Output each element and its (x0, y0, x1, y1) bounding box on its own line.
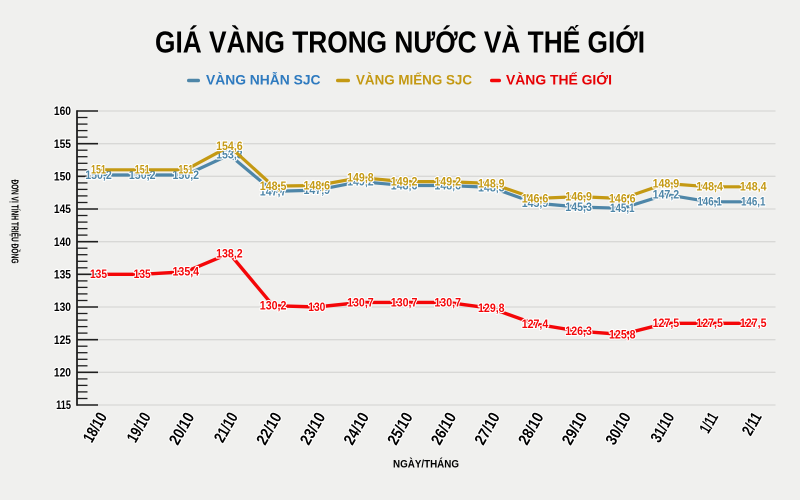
svg-text:160: 160 (54, 105, 71, 118)
svg-text:VÀNG THẾ GIỚI: VÀNG THẾ GIỚI (506, 71, 612, 88)
svg-text:135: 135 (134, 268, 152, 281)
svg-text:151: 151 (178, 164, 193, 177)
svg-text:145: 145 (54, 203, 72, 216)
svg-text:130: 130 (308, 301, 325, 314)
svg-text:NGÀY/THÁNG: NGÀY/THÁNG (393, 458, 459, 471)
svg-text:VÀNG MIẾNG SJC: VÀNG MIẾNG SJC (356, 72, 472, 88)
svg-text:130,7: 130,7 (391, 296, 418, 309)
svg-text:149,8: 149,8 (347, 172, 374, 185)
svg-text:135: 135 (90, 268, 108, 281)
svg-text:150: 150 (54, 171, 71, 184)
svg-text:130,7: 130,7 (434, 296, 461, 309)
svg-text:126,3: 126,3 (565, 325, 592, 338)
svg-text:151: 151 (91, 164, 106, 177)
svg-text:127,4: 127,4 (522, 318, 549, 331)
svg-text:129,8: 129,8 (478, 302, 505, 315)
svg-text:ĐƠN VỊ TÍNH TRIỆU ĐỒNG: ĐƠN VỊ TÍNH TRIỆU ĐỒNG (9, 180, 22, 264)
svg-text:127,5: 127,5 (696, 317, 723, 330)
svg-text:145,3: 145,3 (565, 201, 592, 214)
svg-text:GIÁ VÀNG TRONG NƯỚC VÀ THẾ GIỚ: GIÁ VÀNG TRONG NƯỚC VÀ THẾ GIỚI (155, 24, 645, 60)
svg-text:147,2: 147,2 (653, 189, 680, 202)
svg-text:148,6: 148,6 (304, 179, 331, 192)
svg-text:148,5: 148,5 (260, 180, 287, 193)
svg-text:130,2: 130,2 (260, 300, 287, 313)
svg-text:155: 155 (54, 138, 72, 151)
svg-text:146,1: 146,1 (697, 196, 722, 209)
svg-text:145,1: 145,1 (610, 202, 635, 215)
svg-text:115: 115 (56, 399, 71, 412)
svg-text:140: 140 (54, 236, 71, 249)
svg-text:147,7: 147,7 (260, 185, 287, 198)
svg-text:150,2: 150,2 (85, 169, 112, 182)
svg-text:130: 130 (54, 301, 71, 314)
svg-text:135: 135 (54, 269, 72, 282)
svg-text:135,4: 135,4 (173, 266, 200, 279)
svg-text:146,9: 146,9 (565, 191, 592, 204)
svg-text:148,9: 148,9 (653, 177, 680, 190)
svg-text:154,6: 154,6 (216, 140, 243, 153)
svg-text:149,2: 149,2 (434, 176, 461, 189)
svg-text:146,6: 146,6 (522, 192, 549, 205)
svg-text:147,9: 147,9 (304, 184, 331, 197)
svg-text:VÀNG NHẪN SJC: VÀNG NHẪN SJC (206, 72, 321, 88)
svg-text:145,9: 145,9 (522, 197, 549, 210)
svg-text:125: 125 (54, 334, 72, 347)
svg-text:138,2: 138,2 (216, 247, 243, 260)
svg-text:148,4: 148,4 (696, 181, 723, 194)
svg-text:120: 120 (54, 367, 71, 380)
svg-text:148,4: 148,4 (740, 181, 767, 194)
svg-text:150,2: 150,2 (129, 169, 156, 182)
svg-text:151: 151 (135, 164, 150, 177)
svg-text:146,6: 146,6 (609, 192, 636, 205)
svg-text:150,2: 150,2 (173, 169, 200, 182)
svg-text:149,2: 149,2 (391, 176, 418, 189)
svg-text:148,9: 148,9 (478, 177, 505, 190)
svg-text:146,1: 146,1 (741, 196, 766, 209)
svg-text:127,5: 127,5 (653, 317, 680, 330)
svg-text:130,7: 130,7 (347, 296, 374, 309)
svg-text:127,5: 127,5 (740, 317, 767, 330)
svg-text:125,8: 125,8 (609, 328, 636, 341)
